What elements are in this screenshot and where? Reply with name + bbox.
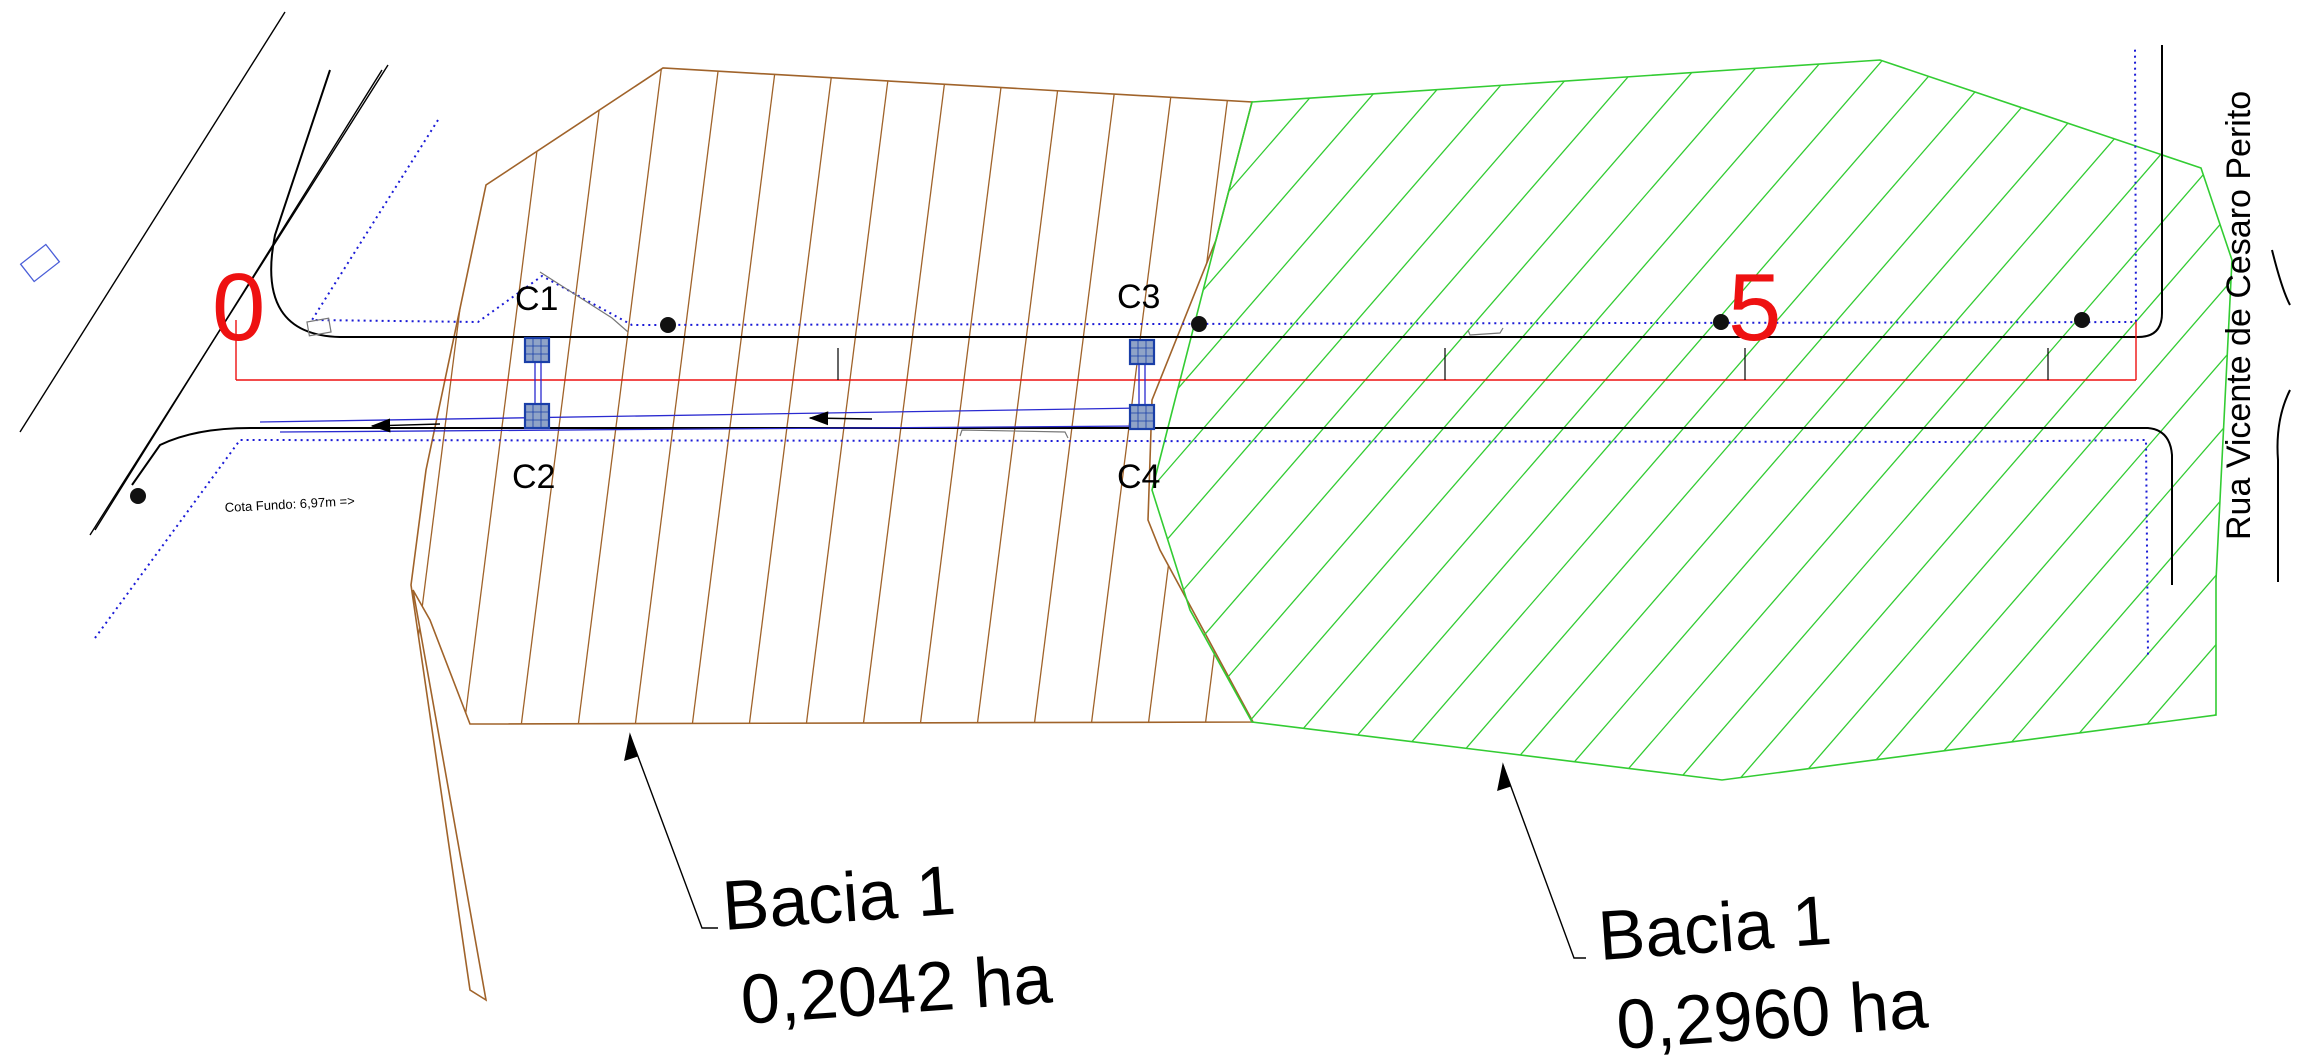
hatch-line (854, 68, 951, 791)
hatch-line (1669, 60, 2232, 780)
inlet-box-c1 (523, 336, 551, 364)
inlet-box-c2 (523, 402, 551, 430)
hatch-line (1152, 60, 1361, 780)
hatch-line (1152, 60, 1421, 780)
inlet-box-c3 (1128, 338, 1156, 366)
manhole-2 (1191, 316, 1207, 332)
hatch-line (740, 68, 837, 791)
hatch-line (1909, 60, 2232, 780)
manholes (130, 312, 2090, 504)
hatch-line (1152, 60, 1781, 780)
basin-left-label: Bacia 1 0,2042 ha (720, 851, 1055, 1039)
hatch-line (968, 68, 1065, 791)
hatch-line (2089, 60, 2232, 780)
label-c4: C4 (1117, 458, 1160, 496)
hatch-line (455, 68, 552, 791)
basin-right-label: Bacia 1 0,2960 ha (1596, 881, 1930, 1061)
hatch-line (1309, 60, 1961, 780)
lot-marker (19, 243, 61, 283)
hatch-line (1549, 60, 2201, 780)
basin-left-name: Bacia 1 (720, 851, 958, 945)
hatch-line (2029, 60, 2232, 780)
hatch-line (512, 68, 609, 791)
basin-left-area (410, 67, 1255, 1002)
basin-right-name: Bacia 1 (1596, 881, 1834, 975)
hatch-line (1489, 60, 2141, 780)
label-c2: C2 (512, 458, 555, 496)
baseline-ticks (837, 348, 2049, 380)
hatch-line (1152, 60, 1721, 780)
hatch-line (1249, 60, 1901, 780)
basin-right-area (1151, 40, 2303, 790)
road-curbs (131, 45, 2291, 585)
water-pipes (94, 47, 2149, 656)
hatch-line (1369, 60, 2021, 780)
hatch-line (911, 68, 1008, 791)
hatch-line (1196, 68, 1253, 791)
station-start: 0 (212, 254, 265, 361)
hatch-line (1152, 60, 1661, 780)
hatch-line (1189, 60, 1841, 780)
manhole-3 (1713, 314, 1729, 330)
hatch-line (1609, 60, 2232, 780)
manhole-1 (660, 317, 676, 333)
hatch-line (1152, 60, 1301, 780)
flow-arrows (370, 411, 873, 433)
station-end: 5 (1728, 254, 1781, 361)
note-cota-fundo: Cota Fundo: 6,97m => (224, 493, 355, 515)
hatch-line (797, 68, 894, 791)
hatch-line (569, 68, 666, 791)
hatch-line (1789, 60, 2232, 780)
manhole-5 (130, 488, 146, 504)
hatch-line (1429, 60, 2081, 780)
basin-left-area-value: 0,2042 ha (738, 939, 1054, 1039)
label-c3: C3 (1117, 278, 1160, 316)
hatch-line (1849, 60, 2232, 780)
hatch-line (1152, 60, 1541, 780)
left-street-lines (19, 11, 389, 536)
hatch-line (411, 68, 438, 791)
label-c1: C1 (515, 280, 558, 318)
drain-ducts (259, 358, 1146, 433)
hatch-line (2270, 40, 2303, 790)
hatch-line (1025, 68, 1122, 791)
station-baseline (235, 320, 2137, 381)
hatch-line (1152, 60, 1601, 780)
duct-detail (306, 271, 1504, 439)
inlet-box-c4 (1128, 403, 1156, 431)
hatch-line (1969, 60, 2232, 780)
inlet-boxes (523, 336, 1156, 431)
manhole-4 (2074, 312, 2090, 328)
hatch-line (411, 68, 495, 791)
basin-right-area-value: 0,2960 ha (1614, 964, 1930, 1061)
street-name-label: Rua Vicente de Cesaro Perito (2220, 91, 2258, 540)
leader-lines (624, 732, 1586, 959)
hatch-line (1729, 60, 2232, 780)
